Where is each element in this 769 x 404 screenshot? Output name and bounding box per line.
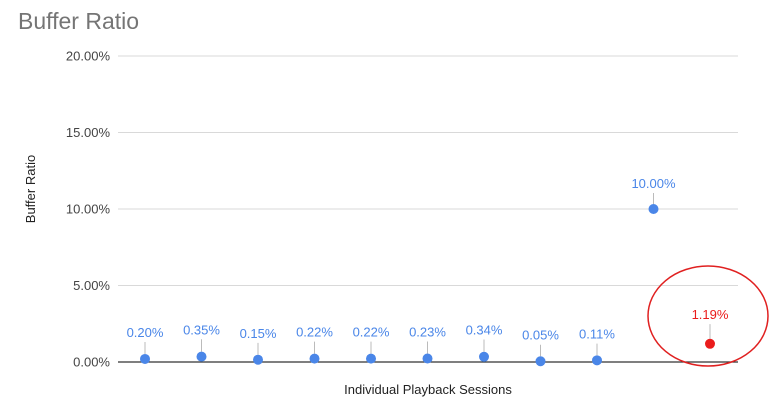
data-points (140, 204, 715, 367)
data-label: 0.23% (409, 324, 446, 339)
data-point (422, 353, 433, 364)
data-point (479, 351, 489, 362)
data-point (253, 354, 263, 365)
data-label: 0.22% (296, 325, 333, 340)
data-label: 0.35% (183, 322, 220, 337)
grid-lines (118, 55, 738, 363)
y-axis-title: Buffer Ratio (23, 155, 38, 223)
data-label: 0.22% (353, 325, 390, 340)
data-label: 0.11% (579, 327, 615, 342)
data-point (140, 353, 150, 364)
data-point (592, 355, 602, 366)
chart-title: Buffer Ratio (18, 8, 140, 34)
y-tick-label: 10.00% (66, 202, 111, 217)
annotation-circle (647, 265, 769, 367)
data-label: 1.19% (692, 307, 729, 322)
x-axis-title: Individual Playback Sessions (344, 382, 512, 397)
data-point (535, 356, 546, 367)
data-labels: 0.20% 0.35% 0.15% 0.22% 0.22% 0.23% 0.34% 0.05%… (127, 176, 729, 357)
y-tick-label: 15.00% (66, 125, 111, 140)
data-label: 0.15% (240, 326, 277, 341)
y-tick-label: 20.00% (66, 49, 111, 64)
y-tick-label: 0.00% (73, 355, 110, 370)
y-tick-label: 5.00% (73, 278, 110, 293)
data-label: 0.05% (522, 328, 559, 343)
annotations (647, 265, 769, 367)
data-label: 10.00% (631, 176, 676, 191)
y-axis-ticks: 0.00% 5.00% 10.00% 15.00% 20.00% (66, 49, 111, 370)
data-label: 0.20% (127, 325, 164, 340)
data-point (648, 204, 659, 214)
data-label: 0.34% (466, 322, 503, 337)
highlighted-data-point (705, 338, 715, 349)
data-point (366, 353, 376, 364)
data-point (309, 353, 320, 364)
data-point (196, 351, 207, 362)
